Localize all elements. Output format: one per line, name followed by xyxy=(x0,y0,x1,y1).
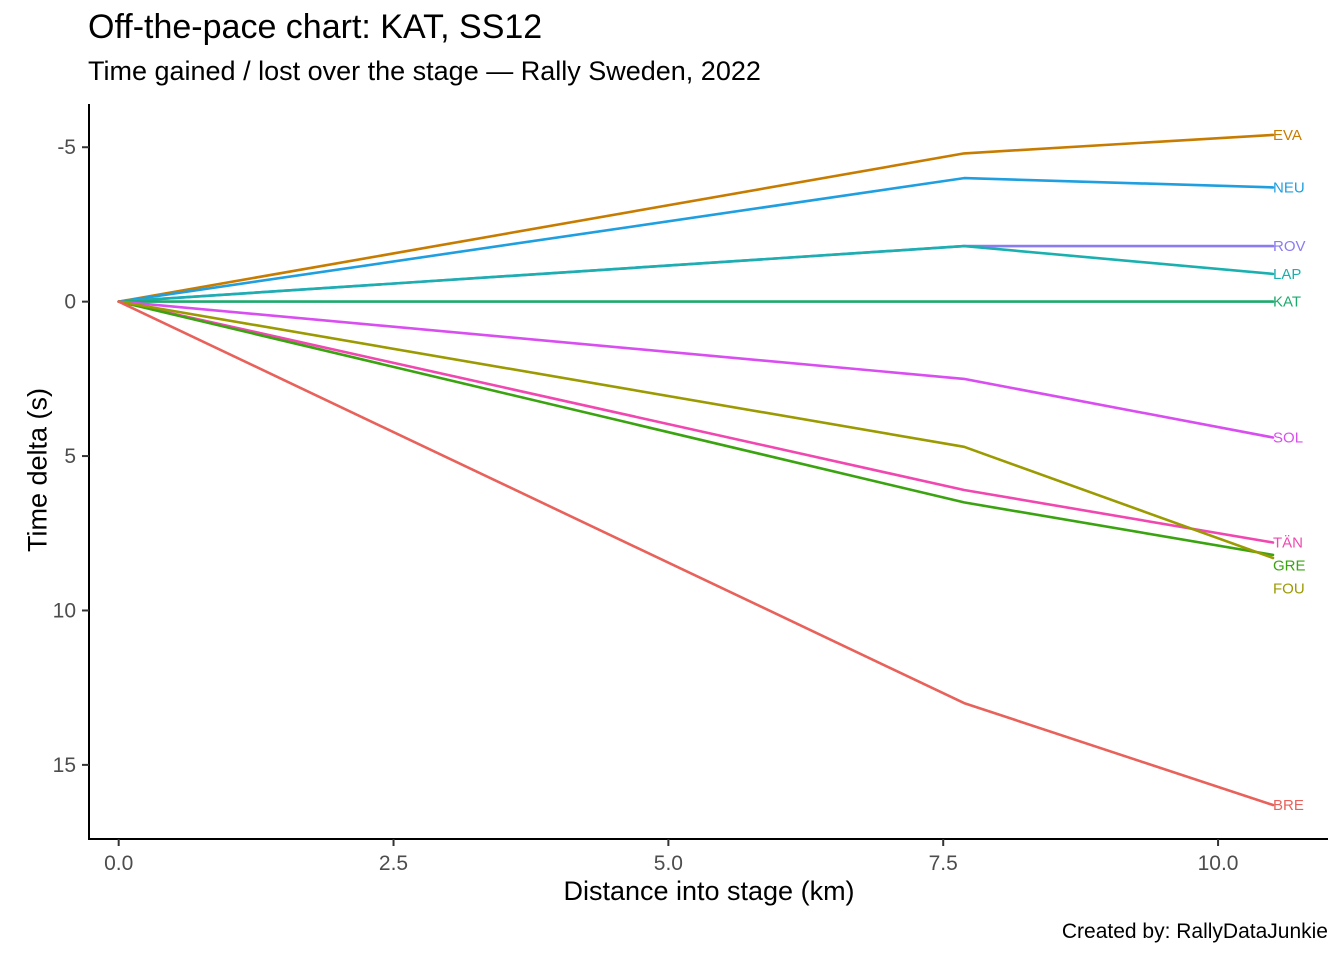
x-axis-label: Distance into stage (km) xyxy=(563,876,855,906)
series-label-neu: NEU xyxy=(1273,179,1305,196)
x-tick-label: 10.0 xyxy=(1198,852,1239,875)
series-lines xyxy=(117,133,1275,807)
series-label-bre: BRE xyxy=(1273,797,1304,814)
y-tick-label: 15 xyxy=(53,754,76,777)
y-tick-label: 0 xyxy=(64,291,76,314)
y-tick-label: 10 xyxy=(53,599,76,622)
series-label-sol: SOL xyxy=(1273,430,1303,447)
series-label-fou: FOU xyxy=(1273,581,1305,598)
y-axis-ticks: -5 0 5 10 15 xyxy=(53,136,89,777)
y-tick-label: -5 xyxy=(57,136,76,159)
series-line-rov xyxy=(117,244,1275,303)
series-line-sol xyxy=(117,300,1275,439)
series-label-eva: EVA xyxy=(1273,127,1302,144)
y-tick-label: 5 xyxy=(64,445,76,468)
chart-subtitle: Time gained / lost over the stage — Rall… xyxy=(88,56,761,86)
x-tick-label: 5.0 xyxy=(654,852,683,875)
x-tick-label: 2.5 xyxy=(379,852,408,875)
series-line-neu xyxy=(117,176,1275,303)
x-tick-label: 0.0 xyxy=(104,852,133,875)
series-line-tän xyxy=(117,300,1275,544)
series-label-gre: GRE xyxy=(1273,558,1306,575)
series-line-eva xyxy=(117,133,1275,303)
series-end-labels: EVA NEU ROV LAP KAT SOL TÄN GRE FOU BRE xyxy=(1273,127,1306,814)
series-line-fou xyxy=(117,300,1275,560)
y-axis-label: Time delta (s) xyxy=(22,387,53,553)
series-label-kat: KAT xyxy=(1273,294,1301,311)
x-tick-label: 7.5 xyxy=(929,852,958,875)
series-line-gre xyxy=(117,300,1275,557)
series-line-lap xyxy=(117,244,1275,303)
series-line-bre xyxy=(117,300,1275,807)
x-axis-ticks: 0.0 2.5 5.0 7.5 10.0 xyxy=(104,839,1238,875)
chart-title: Off-the-pace chart: KAT, SS12 xyxy=(88,8,543,46)
series-label-lap: LAP xyxy=(1273,266,1301,283)
series-label-rov: ROV xyxy=(1273,238,1306,255)
chart-caption: Created by: RallyDataJunkie xyxy=(1061,920,1328,943)
series-label-tän: TÄN xyxy=(1273,535,1303,552)
